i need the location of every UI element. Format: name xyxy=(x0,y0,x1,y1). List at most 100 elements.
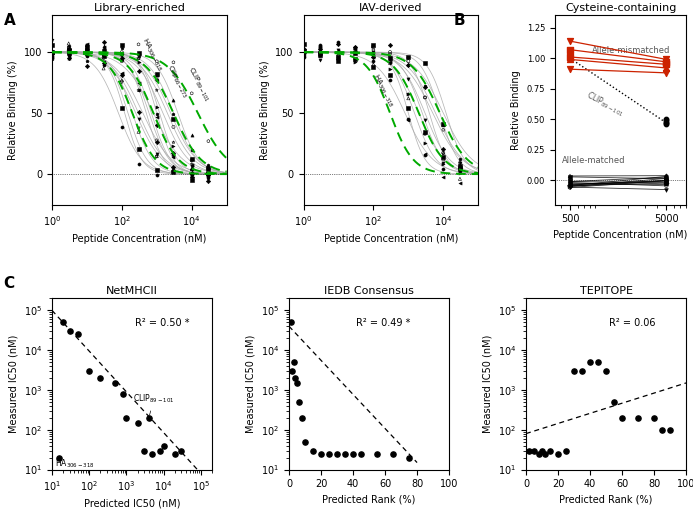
Point xyxy=(203,163,214,171)
Point xyxy=(564,182,575,190)
Point xyxy=(147,449,158,458)
Point xyxy=(438,120,449,128)
Point xyxy=(661,174,672,183)
Point xyxy=(98,49,109,57)
Point xyxy=(315,49,326,57)
Point xyxy=(649,414,660,422)
Point xyxy=(133,68,144,76)
Point xyxy=(617,414,628,422)
Point xyxy=(63,45,74,53)
Point xyxy=(203,165,214,173)
Point xyxy=(536,446,547,455)
Point xyxy=(203,177,214,185)
Point xyxy=(81,50,92,58)
Point xyxy=(419,128,430,136)
Point xyxy=(168,115,179,123)
Point xyxy=(524,446,535,455)
Point xyxy=(661,176,672,185)
Point xyxy=(333,52,344,60)
Point xyxy=(455,162,466,170)
Point xyxy=(419,82,430,90)
Point xyxy=(593,358,604,366)
Point xyxy=(661,55,672,63)
Point xyxy=(186,165,198,173)
Point xyxy=(63,43,74,52)
Point xyxy=(186,160,198,169)
Point xyxy=(564,54,575,62)
Point xyxy=(368,47,379,56)
Point xyxy=(168,168,179,176)
Point xyxy=(333,47,344,56)
Point xyxy=(98,52,109,60)
Text: CLIP$_{89-101}$: CLIP$_{89-101}$ xyxy=(133,393,175,415)
Point xyxy=(385,53,396,61)
Point xyxy=(81,41,92,49)
Point xyxy=(403,90,414,99)
Point xyxy=(368,50,379,58)
Point xyxy=(168,165,179,173)
Point xyxy=(368,42,379,51)
Point xyxy=(63,52,74,60)
Point xyxy=(168,163,179,171)
Point xyxy=(564,183,575,191)
Point xyxy=(455,164,466,172)
Point xyxy=(186,160,198,168)
Point xyxy=(46,35,58,43)
Point xyxy=(203,163,214,171)
Point xyxy=(568,367,579,375)
Point xyxy=(661,58,672,66)
Point xyxy=(203,172,214,181)
Title: Cysteine-containing: Cysteine-containing xyxy=(565,3,676,13)
Point xyxy=(403,454,414,462)
Y-axis label: Relative Binding: Relative Binding xyxy=(511,70,521,150)
Point xyxy=(349,44,360,52)
Point xyxy=(349,43,360,52)
Point xyxy=(81,43,92,51)
Point xyxy=(116,76,128,85)
Point xyxy=(455,162,466,170)
Point xyxy=(296,414,307,422)
Point xyxy=(133,49,144,57)
Point xyxy=(81,45,92,54)
Point xyxy=(186,155,198,163)
Point xyxy=(133,54,144,62)
Point xyxy=(552,449,563,458)
Point xyxy=(139,446,150,455)
Point xyxy=(116,50,128,58)
Point xyxy=(169,449,180,458)
Y-axis label: Relative Binding (%): Relative Binding (%) xyxy=(260,60,270,160)
Y-axis label: Measured IC50 (nM): Measured IC50 (nM) xyxy=(482,335,492,433)
Point xyxy=(151,150,162,158)
Point xyxy=(455,169,466,178)
Point xyxy=(133,145,144,153)
Point xyxy=(290,374,301,382)
Point xyxy=(661,182,672,190)
Point xyxy=(385,70,396,78)
Point xyxy=(63,45,74,53)
Point xyxy=(403,115,414,123)
Point xyxy=(561,446,572,455)
Point xyxy=(298,46,309,55)
Point xyxy=(168,58,179,67)
Point xyxy=(81,61,92,70)
Point xyxy=(46,55,58,63)
Point xyxy=(98,51,109,59)
Point xyxy=(349,44,360,53)
Point xyxy=(661,69,672,77)
Point xyxy=(203,174,214,182)
Point xyxy=(46,53,58,61)
Point xyxy=(293,398,304,406)
Point xyxy=(203,171,214,179)
Point xyxy=(63,49,74,57)
Point xyxy=(186,170,198,179)
Point xyxy=(81,49,92,57)
Title: TEPITOPE: TEPITOPE xyxy=(579,286,633,296)
Point xyxy=(116,69,128,77)
Point xyxy=(371,449,383,458)
Point xyxy=(584,358,595,366)
Point xyxy=(298,50,309,58)
Point xyxy=(63,49,74,57)
Point xyxy=(315,47,326,56)
Point xyxy=(403,116,414,124)
Point xyxy=(98,45,109,54)
